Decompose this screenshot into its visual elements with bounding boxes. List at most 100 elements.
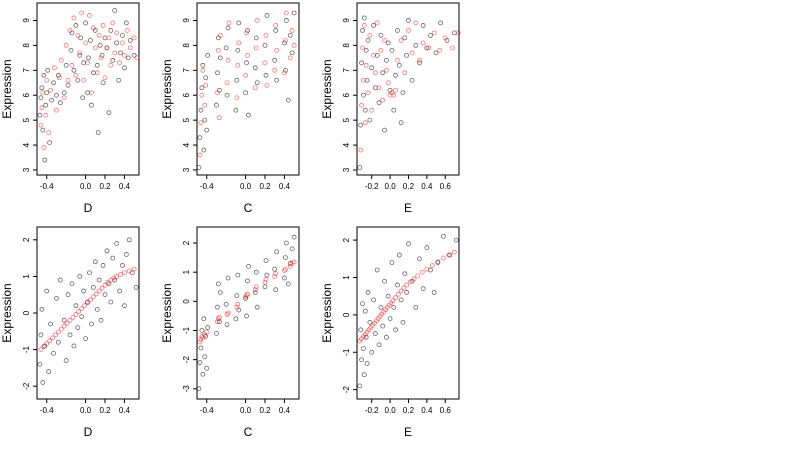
data-point-observed xyxy=(114,241,120,246)
data-point-observed xyxy=(358,327,364,333)
data-point-fitted xyxy=(435,259,441,265)
data-point-fitted xyxy=(235,301,241,307)
y-tick-label: -1 xyxy=(342,348,351,356)
data-point-observed xyxy=(243,90,248,96)
data-point-fitted xyxy=(73,72,79,78)
data-point-observed xyxy=(287,33,293,38)
data-point-fitted xyxy=(214,90,220,96)
data-point-observed xyxy=(47,140,53,145)
data-point-observed xyxy=(96,277,102,283)
data-point-observed xyxy=(61,317,67,323)
data-point-observed xyxy=(204,127,210,133)
y-tick-label: 2 xyxy=(342,237,351,242)
x-tick-label: 0.2 xyxy=(403,182,415,191)
data-point-fitted xyxy=(225,310,231,316)
data-point-observed xyxy=(51,80,56,86)
data-point-observed xyxy=(291,234,297,240)
data-point-observed xyxy=(409,77,415,83)
data-point-observed xyxy=(201,147,207,153)
data-point-fitted xyxy=(380,97,386,103)
data-point-fitted xyxy=(382,37,387,43)
data-point-observed xyxy=(102,35,108,41)
data-point-observed xyxy=(196,386,202,392)
data-point-observed xyxy=(378,304,384,310)
data-point-observed xyxy=(122,65,127,71)
data-point-observed xyxy=(63,62,69,68)
data-point-observed xyxy=(367,117,373,123)
data-point-observed xyxy=(420,23,426,28)
data-point-observed xyxy=(100,263,106,268)
data-point-observed xyxy=(245,278,250,284)
x-axis-label: E xyxy=(404,425,412,439)
data-point-fitted xyxy=(450,45,455,51)
data-point-fitted xyxy=(362,120,368,126)
data-point-observed xyxy=(274,249,280,255)
y-tick-label: 5 xyxy=(22,117,31,122)
data-point-observed xyxy=(46,369,52,374)
y-axis-label: Expression xyxy=(320,283,334,342)
data-point-fitted xyxy=(198,120,204,126)
data-point-observed xyxy=(217,290,223,295)
data-point-observed xyxy=(374,267,380,273)
data-point-fitted xyxy=(226,20,232,26)
x-tick-label: 0.2 xyxy=(259,406,271,415)
data-point-observed xyxy=(361,15,367,21)
plot-frame xyxy=(36,2,140,176)
data-point-observed xyxy=(224,322,230,328)
x-tick-label: 0.4 xyxy=(279,406,291,415)
data-point-fitted xyxy=(411,276,417,282)
data-point-fitted xyxy=(122,270,127,276)
data-point-fitted xyxy=(203,82,209,88)
x-axis-label: E xyxy=(404,201,412,215)
data-point-fitted xyxy=(199,92,205,98)
data-point-observed xyxy=(108,28,114,33)
data-point-fitted xyxy=(75,33,81,38)
data-point-observed xyxy=(88,37,93,43)
data-point-observed xyxy=(95,130,101,136)
data-point-observed xyxy=(61,90,67,96)
data-point-observed xyxy=(54,295,59,301)
data-point-fitted xyxy=(291,42,297,48)
data-point-fitted xyxy=(245,291,250,297)
data-point-fitted xyxy=(64,320,70,326)
data-point-observed xyxy=(214,331,219,336)
data-point-fitted xyxy=(390,298,396,304)
data-point-observed xyxy=(73,23,79,28)
data-point-fitted xyxy=(61,323,67,329)
data-point-observed xyxy=(387,316,393,322)
data-point-fitted xyxy=(44,341,50,347)
data-point-fitted xyxy=(92,45,98,51)
data-point-observed xyxy=(282,67,288,73)
y-tick-label: 1 xyxy=(182,269,191,274)
data-point-fitted xyxy=(81,77,87,83)
data-point-observed xyxy=(406,18,411,23)
y-tick-label: 9 xyxy=(22,18,31,23)
data-point-fitted xyxy=(87,13,92,18)
panel-top-middle: -0.4 0.0 0.2 0.4 3 4 5 6 7 8 9 C Expression xyxy=(160,2,300,215)
plot-frame xyxy=(196,2,300,176)
data-point-fitted xyxy=(93,291,99,297)
y-axis-label: Expression xyxy=(0,59,14,118)
data-point-fitted xyxy=(385,80,391,86)
data-point-fitted xyxy=(77,50,83,56)
data-point-observed xyxy=(108,299,114,305)
data-point-observed xyxy=(99,52,105,58)
data-point-observed xyxy=(123,20,129,26)
data-point-fitted xyxy=(67,317,73,323)
data-point-observed xyxy=(385,293,391,299)
data-point-observed xyxy=(273,28,279,33)
data-point-observed xyxy=(424,45,430,51)
data-point-fitted xyxy=(264,82,270,88)
x-tick-label: 0.6 xyxy=(440,406,452,415)
data-point-fitted xyxy=(393,87,398,93)
data-point-observed xyxy=(120,263,125,268)
data-point-observed xyxy=(49,97,54,103)
data-point-observed xyxy=(81,60,87,66)
data-point-fitted xyxy=(262,60,268,66)
data-point-observed xyxy=(382,278,387,284)
x-tick-label: 0.0 xyxy=(80,406,92,415)
data-point-observed xyxy=(359,357,364,363)
data-point-observed xyxy=(380,323,386,329)
data-point-fitted xyxy=(76,309,82,314)
data-point-fitted xyxy=(273,271,279,277)
